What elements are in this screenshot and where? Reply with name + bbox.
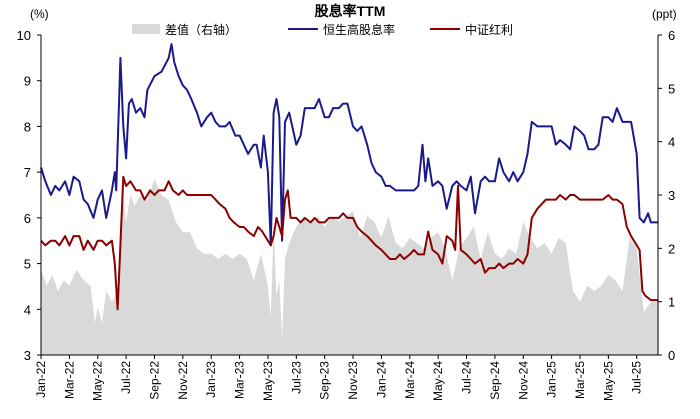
x-tick-label: Mar-23 [233, 361, 247, 399]
x-tick-label: Jan-23 [204, 361, 218, 398]
legend-swatch-diff [132, 24, 160, 34]
legend-label-csi: 中证红利 [465, 22, 513, 37]
x-tick-label: Mar-24 [403, 361, 417, 399]
axes: 3 4 5 6 7 8 9 10 0 1 2 3 4 5 6 Jan-22 Mar-22 May-22 Jul-22… [17, 28, 676, 401]
x-tick-label: Sep-22 [147, 361, 161, 400]
x-tick-label: Jul-22 [119, 361, 133, 394]
legend-label-hs: 恒生高股息率 [323, 22, 395, 37]
y-right-tick-label: 2 [668, 241, 675, 256]
x-tick-label: Jul-24 [460, 361, 474, 394]
y-left-tick-label: 4 [24, 302, 31, 317]
x-tick-label: May-23 [261, 361, 275, 401]
x-tick-label: Nov-23 [346, 361, 360, 400]
y-right-tick-label: 0 [668, 348, 675, 363]
y-right-tick-label: 5 [668, 81, 675, 96]
y-left-tick-label: 9 [24, 74, 31, 89]
x-tick-label: Jan-22 [34, 361, 48, 398]
y-right-tick-label: 3 [668, 188, 675, 203]
x-tick-label: Jan-24 [374, 361, 388, 398]
x-tick-label: May-22 [91, 361, 105, 401]
x-tick-label: Sep-24 [488, 361, 502, 400]
chart-title: 股息率TTM [315, 3, 386, 19]
y-left-tick-label: 6 [24, 211, 31, 226]
x-tick-label: Nov-24 [516, 361, 530, 400]
x-tick-label: May-25 [601, 361, 615, 401]
series-area-0 [41, 179, 658, 355]
y-left-tick-label: 5 [24, 257, 31, 272]
series-line-2 [40, 175, 658, 311]
y-left-tick-label: 7 [24, 165, 31, 180]
legend-label-diff: 差值（右轴） [165, 22, 237, 37]
y-right-tick-label: 4 [668, 135, 675, 150]
x-tick-label: Jan-25 [545, 361, 559, 398]
x-tick-label: May-24 [431, 361, 445, 401]
y-left-unit: (%) [30, 7, 49, 21]
y-right-tick-label: 6 [668, 28, 675, 43]
x-tick-label: Mar-22 [62, 361, 76, 399]
plot-area [40, 43, 658, 355]
y-left-tick-label: 10 [17, 28, 31, 43]
x-tick-label: Jul-25 [630, 361, 644, 394]
x-tick-label: Jul-23 [289, 361, 303, 394]
y-right-tick-label: 1 [668, 295, 675, 310]
x-tick-label: Nov-22 [176, 361, 190, 400]
y-right-unit: (ppt) [652, 7, 677, 21]
legend: 差值（右轴） 恒生高股息率 中证红利 [132, 22, 513, 37]
series-line-1 [40, 43, 658, 247]
x-tick-label: Mar-25 [573, 361, 587, 399]
x-tick-label: Sep-23 [318, 361, 332, 400]
y-left-tick-label: 8 [24, 119, 31, 134]
y-left-tick-label: 3 [24, 348, 31, 363]
